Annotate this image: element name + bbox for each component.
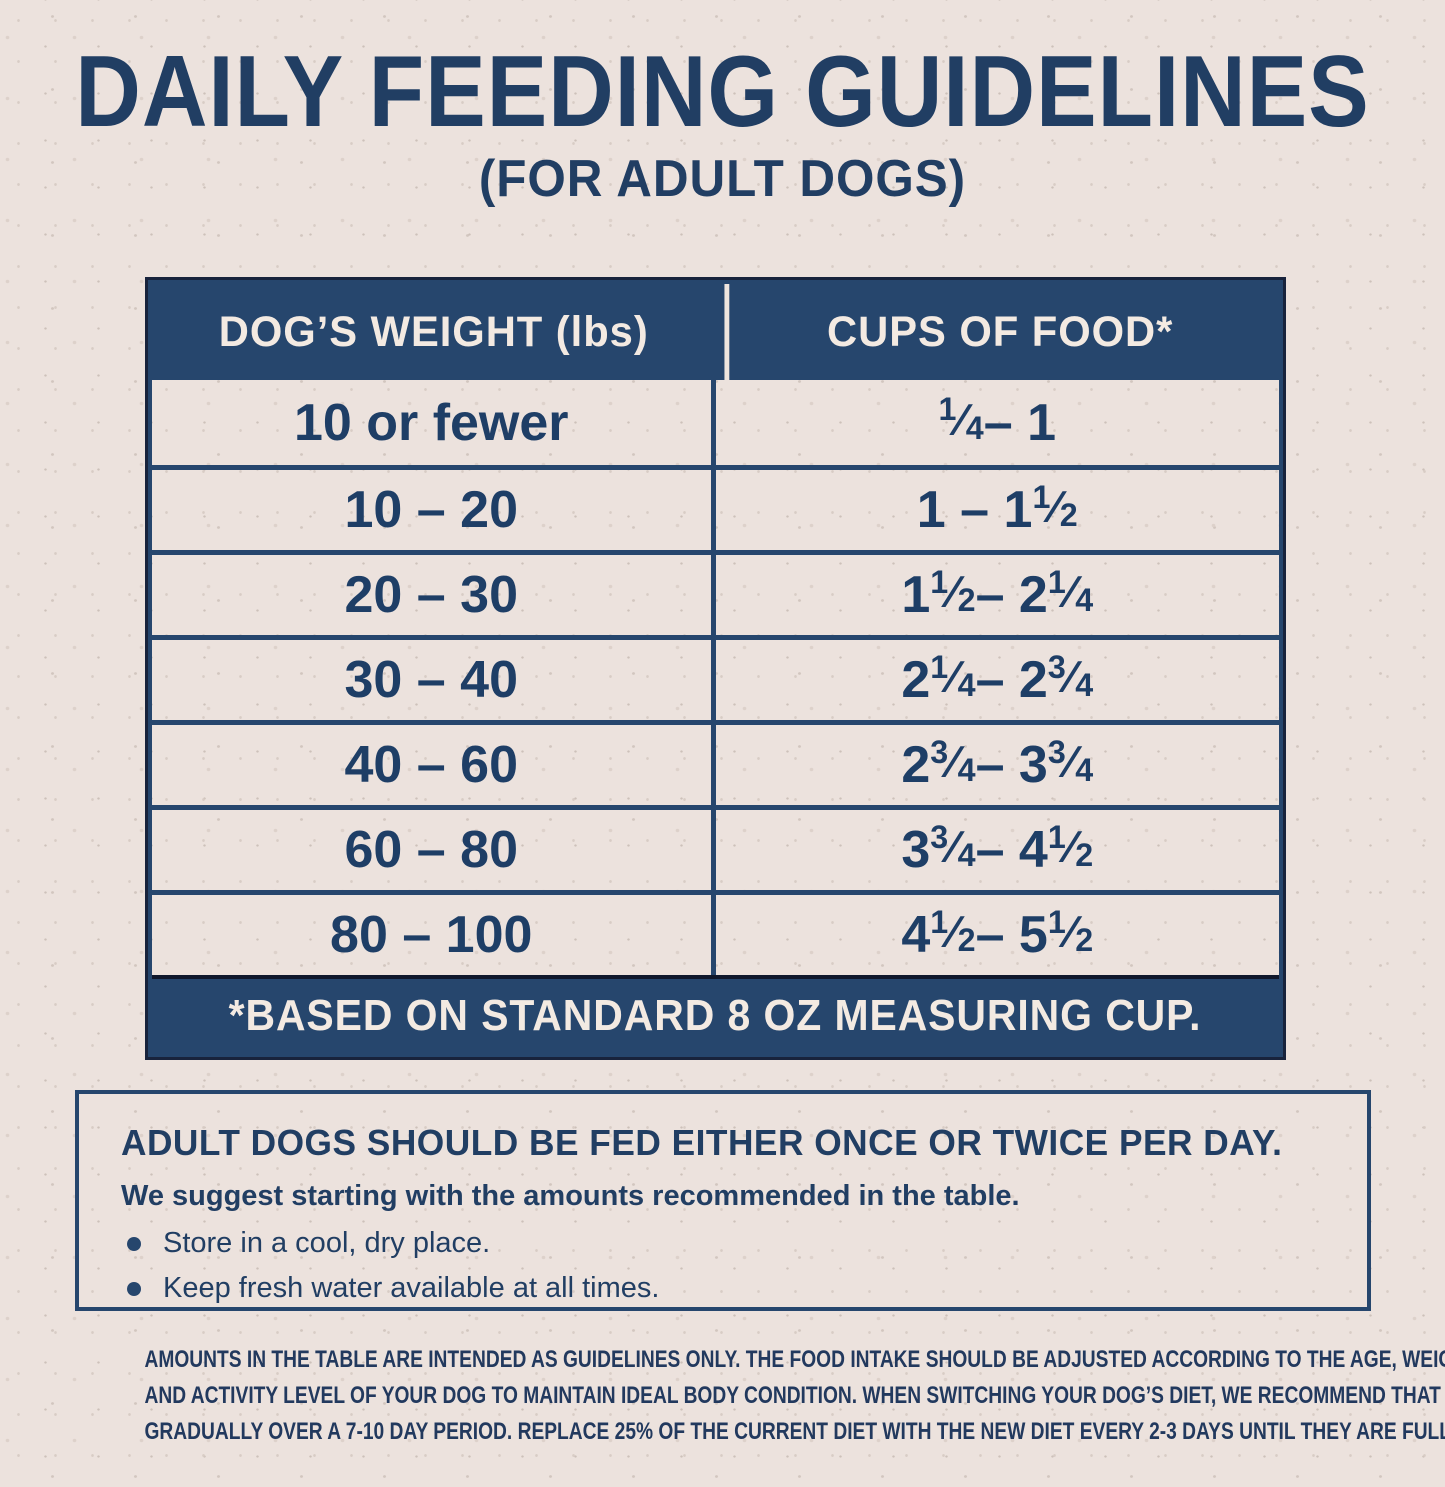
header-cups-of-food: CUPS OF FOOD* bbox=[723, 284, 1271, 380]
list-item: Store in a cool, dry place. bbox=[121, 1227, 1325, 1260]
bullet-dot-icon bbox=[127, 1236, 141, 1251]
table-row: 10 or fewer 1 ⁄ 4 – 1 bbox=[152, 380, 1279, 465]
table-row: 60 – 80 3 3 ⁄ 4 – 4 1 ⁄ 2 bbox=[152, 805, 1279, 890]
page-title: DAILY FEEDING GUIDELINES bbox=[75, 36, 1370, 148]
cups-value: 1 – 1 1 ⁄ 2 bbox=[916, 478, 1078, 539]
table-row: 20 – 30 1 1 ⁄ 2 – 2 1 ⁄ 4 bbox=[152, 550, 1279, 635]
feeding-table: DOG’S WEIGHT (lbs) CUPS OF FOOD* 10 or f… bbox=[145, 277, 1286, 1060]
disclaimer-text: AMOUNTS IN THE TABLE ARE INTENDED AS GUI… bbox=[0, 1342, 1445, 1450]
bullet-dot-icon bbox=[127, 1281, 141, 1296]
cups-value: 2 3 ⁄ 4 – 3 3 ⁄ 4 bbox=[901, 733, 1094, 794]
weight-value: 10 or fewer bbox=[152, 380, 716, 465]
disclaimer-line: AMOUNTS IN THE TABLE ARE INTENDED AS GUI… bbox=[144, 1346, 1445, 1373]
bullet-text: Store in a cool, dry place. bbox=[163, 1227, 491, 1259]
advice-bullet-list: Store in a cool, dry place. Keep fresh w… bbox=[121, 1227, 1325, 1305]
table-header-row: DOG’S WEIGHT (lbs) CUPS OF FOOD* bbox=[152, 284, 1279, 380]
advice-subheading: We suggest starting with the amounts rec… bbox=[121, 1180, 1020, 1212]
disclaimer-line: AND ACTIVITY LEVEL OF YOUR DOG TO MAINTA… bbox=[144, 1382, 1445, 1409]
footnote-text: *BASED ON STANDARD 8 OZ MEASURING CUP. bbox=[229, 991, 1202, 1040]
weight-value: 40 – 60 bbox=[152, 725, 716, 805]
cups-value: 1 ⁄ 4 – 1 bbox=[938, 391, 1057, 452]
cups-value: 3 3 ⁄ 4 – 4 1 ⁄ 2 bbox=[901, 818, 1094, 879]
weight-value: 60 – 80 bbox=[152, 810, 716, 890]
page-subtitle: (FOR ADULT DOGS) bbox=[478, 150, 967, 208]
table-row: 80 – 100 4 1 ⁄ 2 – 5 1 ⁄ 2 bbox=[152, 890, 1279, 975]
cups-value: 1 1 ⁄ 2 – 2 1 ⁄ 4 bbox=[901, 563, 1094, 624]
weight-value: 30 – 40 bbox=[152, 640, 716, 720]
header-dogs-weight: DOG’S WEIGHT (lbs) bbox=[218, 307, 649, 356]
table-row: 30 – 40 2 1 ⁄ 4 – 2 3 ⁄ 4 bbox=[152, 635, 1279, 720]
cups-value: 2 1 ⁄ 4 – 2 3 ⁄ 4 bbox=[901, 648, 1094, 709]
feeding-advice-box: ADULT DOGS SHOULD BE FED EITHER ONCE OR … bbox=[75, 1090, 1371, 1311]
table-footnote-row: *BASED ON STANDARD 8 OZ MEASURING CUP. bbox=[152, 975, 1279, 1053]
weight-value: 80 – 100 bbox=[152, 895, 716, 975]
bullet-text: Keep fresh water available at all times. bbox=[163, 1272, 660, 1304]
disclaimer-line: GRADUALLY OVER A 7-10 DAY PERIOD. REPLAC… bbox=[144, 1418, 1445, 1445]
weight-value: 10 – 20 bbox=[152, 470, 716, 550]
advice-heading: ADULT DOGS SHOULD BE FED EITHER ONCE OR … bbox=[121, 1122, 1283, 1163]
table-row: 10 – 20 1 – 1 1 ⁄ 2 bbox=[152, 465, 1279, 550]
weight-value: 20 – 30 bbox=[152, 555, 716, 635]
cups-value: 4 1 ⁄ 2 – 5 1 ⁄ 2 bbox=[901, 903, 1094, 964]
list-item: Keep fresh water available at all times. bbox=[121, 1272, 1325, 1305]
table-row: 40 – 60 2 3 ⁄ 4 – 3 3 ⁄ 4 bbox=[152, 720, 1279, 805]
feeding-guidelines-panel: DAILY FEEDING GUIDELINES (FOR ADULT DOGS… bbox=[0, 42, 1445, 1487]
